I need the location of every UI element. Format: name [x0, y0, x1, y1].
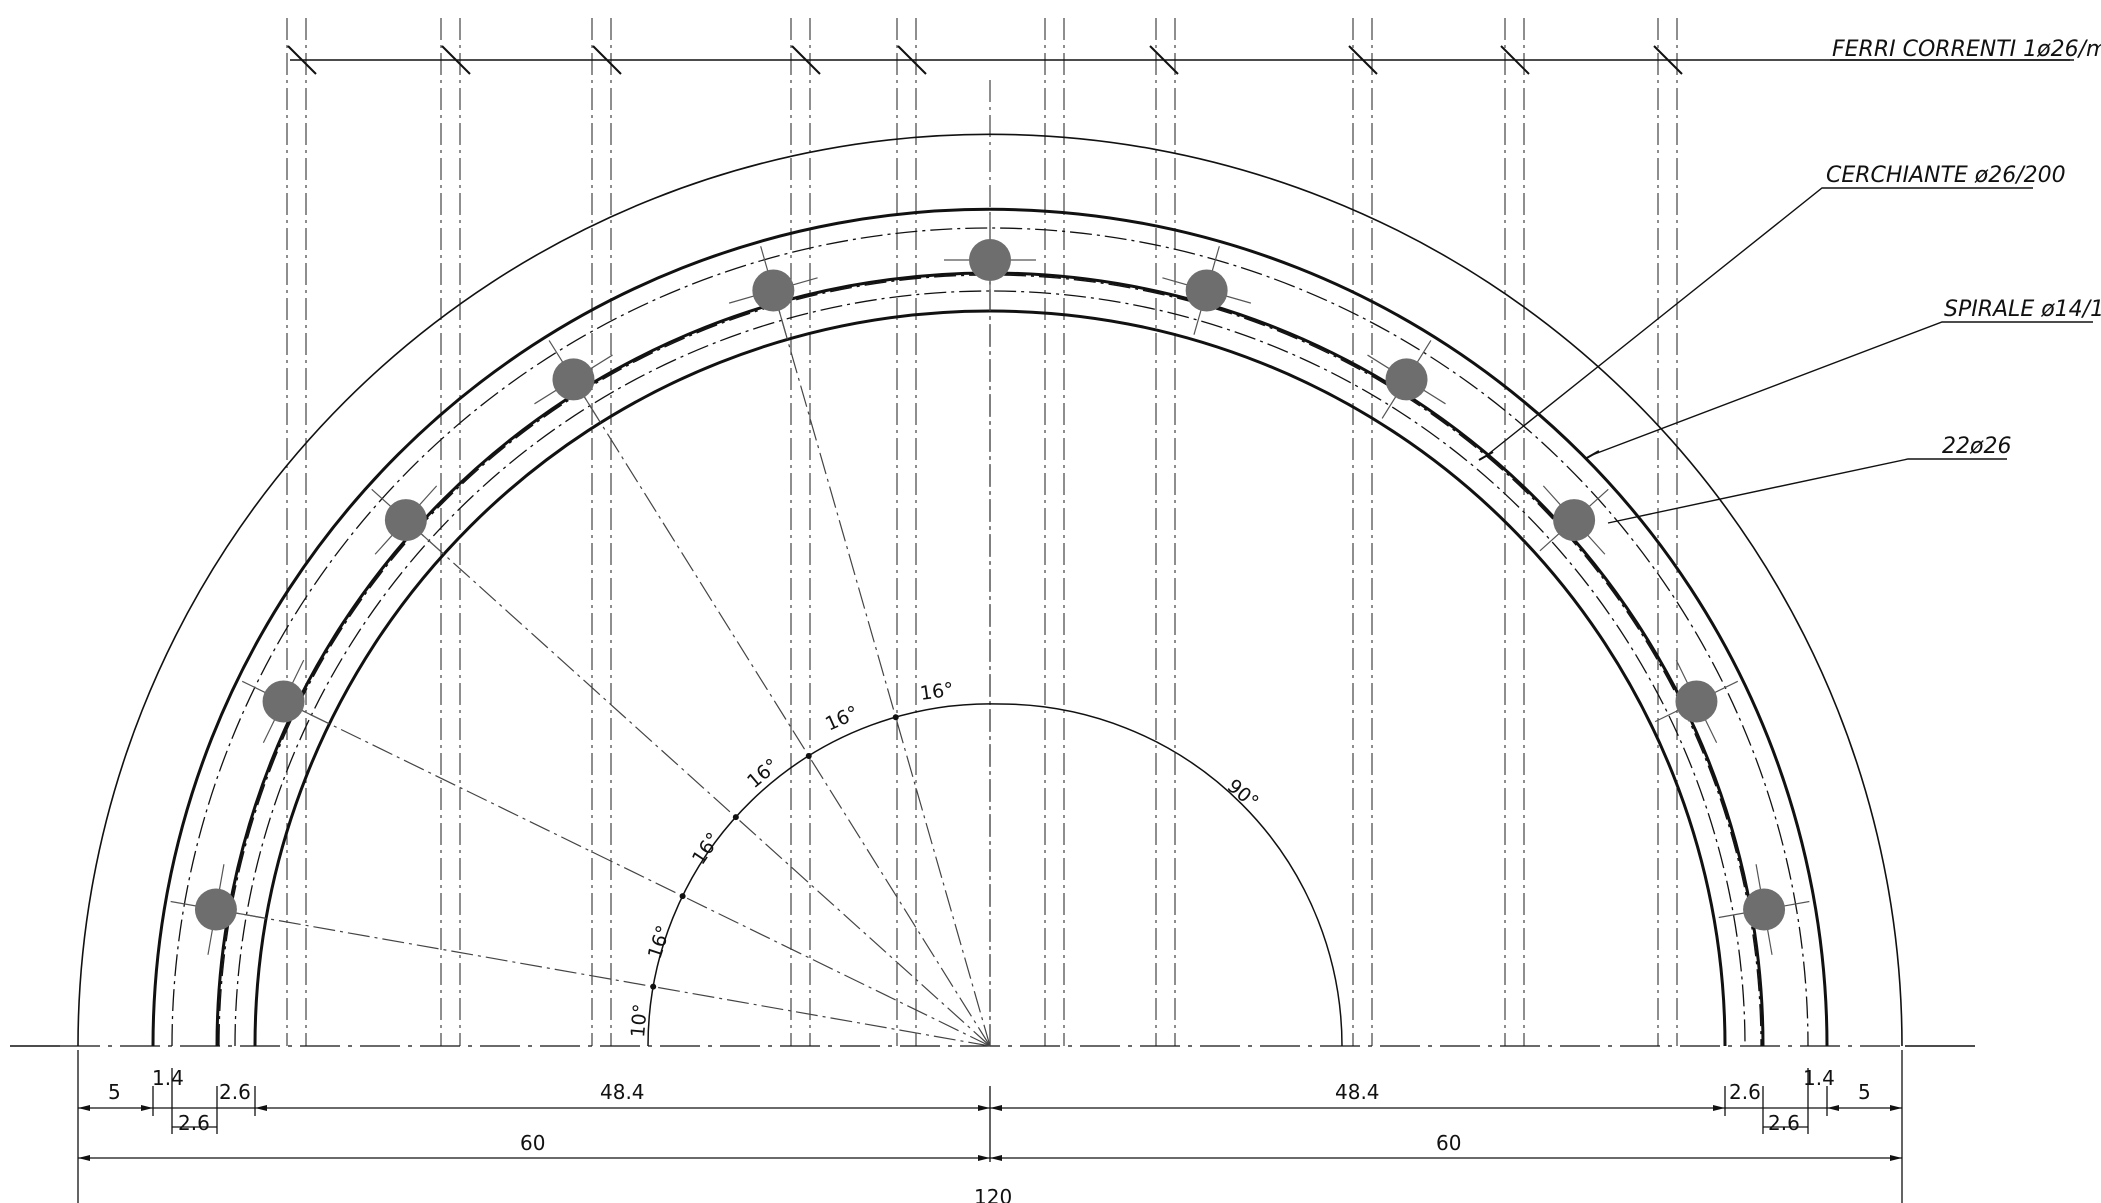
- rebar-tick: [1348, 45, 1378, 75]
- rebar-11: [1743, 888, 1786, 931]
- outer-arc: [77, 133, 1903, 1047]
- radial-lines: [215, 260, 991, 1047]
- rebar-tick: [791, 45, 821, 75]
- dim-right-48-4: 48.4: [1335, 1080, 1380, 1104]
- angle-label-16-5: 16°: [919, 678, 955, 704]
- rebar-tick: [441, 45, 471, 75]
- rebar-10: [1675, 680, 1718, 723]
- radial-line: [772, 290, 991, 1047]
- rebar-4: [552, 358, 595, 401]
- dim-left-60: 60: [520, 1131, 545, 1155]
- label-cerchiante: CERCHIANTE ø26/200: [1826, 163, 2066, 188]
- dimension-arrows: [78, 1105, 1902, 1161]
- dim-total-120: 120: [974, 1185, 1012, 1203]
- radial-line: [283, 700, 991, 1047]
- rebar-7: [1185, 269, 1228, 312]
- rebar-2: [262, 680, 305, 723]
- angle-arcs: [647, 703, 1343, 1047]
- rebar-8: [1385, 358, 1428, 401]
- dim-right-2-6-bottom: 2.6: [1768, 1111, 1800, 1135]
- longitudinal-bars: [194, 239, 1786, 931]
- dim-right-60: 60: [1436, 1131, 1461, 1155]
- label-spirale: SPIRALE ø14/10: [1944, 297, 2101, 322]
- rebar-tick: [592, 45, 622, 75]
- rebar-6: [969, 239, 1011, 281]
- dim-left-5: 5: [108, 1080, 121, 1104]
- ring-arc-2: [171, 227, 1809, 1047]
- rebar-tick: [1653, 45, 1683, 75]
- rebar-5: [752, 269, 795, 312]
- dimension-lines: [77, 1050, 1903, 1203]
- ring-arc-6: [253, 309, 1727, 1047]
- rebar-9: [1553, 499, 1596, 542]
- angle-ticks: [650, 714, 899, 990]
- angle-label-16-3: 16°: [743, 754, 783, 793]
- rebar-3: [384, 499, 427, 542]
- leader-ticks: [1478, 450, 1600, 461]
- angle-tick: [650, 983, 657, 990]
- angle-tick: [892, 714, 899, 721]
- rebar-1: [194, 888, 237, 931]
- radial-line: [572, 379, 991, 1047]
- vertical-guide-lines: [286, 18, 1678, 1046]
- angle-tick: [679, 893, 686, 900]
- dim-left-1-4: 1.4: [152, 1066, 184, 1090]
- rebar-tick: [1149, 45, 1179, 75]
- rebar-tick: [897, 45, 927, 75]
- radial-line: [215, 908, 991, 1047]
- angle-tick: [805, 752, 812, 759]
- label-ferri-correnti: FERRI CORRENTI 1ø26/m: [1832, 37, 2101, 62]
- rebar-tick: [287, 45, 317, 75]
- angle-label-90: 90°: [1223, 775, 1263, 814]
- callout-leaders: [1485, 59, 2093, 524]
- angle-label-16-2: 16°: [688, 829, 725, 869]
- angle-label-10: 10°: [627, 1003, 652, 1038]
- radial-line: [405, 519, 991, 1047]
- dim-left-48-4: 48.4: [600, 1080, 645, 1104]
- dim-left-2-6-bottom: 2.6: [178, 1111, 210, 1135]
- angle-tick: [732, 814, 739, 821]
- angle-label-16-1: 16°: [644, 923, 675, 962]
- dim-right-5: 5: [1858, 1080, 1871, 1104]
- rebar-tick: [1500, 45, 1530, 75]
- dim-left-2-6-top: 2.6: [219, 1080, 251, 1104]
- ring-arc-1: [151, 207, 1829, 1047]
- dim-right-1-4: 1.4: [1803, 1066, 1835, 1090]
- ferri-correnti-ticks: [287, 45, 1683, 75]
- label-bars: 22ø26: [1942, 434, 2011, 459]
- dim-right-2-6-top: 2.6: [1729, 1080, 1761, 1104]
